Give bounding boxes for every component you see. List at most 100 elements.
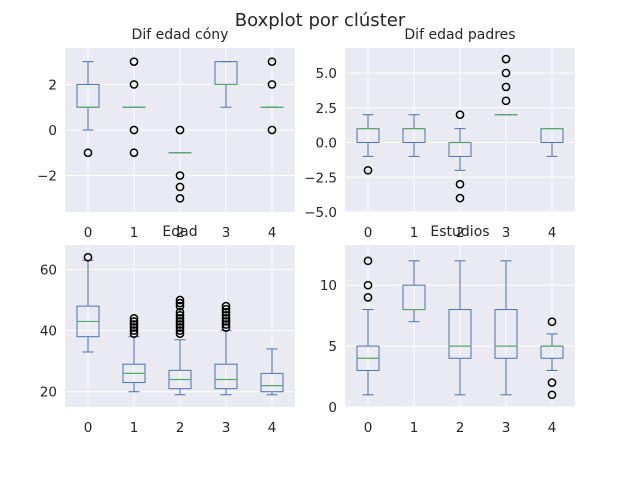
- outlier-point: [175, 314, 185, 323]
- box-cluster-0: [356, 114, 380, 175]
- subplot-title: Dif edad cóny: [132, 27, 229, 43]
- outlier-point: [129, 80, 139, 89]
- outlier-point: [501, 82, 511, 92]
- x-tick-label: 1: [130, 225, 139, 241]
- figure-title: Boxplot por clúster: [235, 10, 406, 31]
- outlier-point: [175, 310, 185, 320]
- outlier-point: [175, 307, 185, 317]
- box-cluster-3: [214, 301, 238, 396]
- iqr-box: [214, 363, 238, 390]
- outlier-point: [83, 148, 93, 158]
- x-tick-label: 2: [456, 225, 465, 241]
- x-tick-label: 4: [548, 420, 557, 436]
- x-tick-label: 3: [222, 225, 231, 241]
- box-cluster-4: [260, 57, 284, 135]
- y-tick-label: 40: [40, 324, 57, 340]
- box-cluster-3: [214, 61, 238, 108]
- outlier-point: [267, 125, 277, 135]
- iqr-box: [448, 309, 472, 359]
- x-tick-label: 1: [130, 420, 139, 436]
- x-tick-label: 2: [176, 225, 185, 241]
- subplot-2: −5.0 −2.5 0.0 2.5 5.0 0 1 2 3 4 Dif edad padres: [304, 27, 575, 241]
- x-tick-label: 2: [176, 420, 185, 436]
- x-tick-label: 3: [502, 225, 511, 241]
- x-tick-label: 0: [364, 420, 373, 436]
- y-tick-label: −2: [37, 169, 57, 185]
- iqr-box: [494, 309, 518, 359]
- box-cluster-1: [402, 260, 426, 323]
- outlier-point: [221, 310, 231, 320]
- outlier-point: [363, 280, 373, 290]
- box-cluster-1: [402, 114, 426, 157]
- outlier-point: [175, 125, 185, 135]
- outlier-point: [221, 317, 231, 326]
- x-tick-label: 0: [364, 225, 373, 241]
- subplot-title: Estudios: [430, 224, 489, 240]
- outlier-point: [547, 390, 557, 400]
- box-cluster-3: [494, 260, 518, 396]
- x-tick-label: 2: [456, 420, 465, 436]
- y-tick-label: 0: [48, 123, 57, 139]
- outlier-point: [363, 256, 373, 266]
- outlier-point: [175, 295, 185, 305]
- outlier-point: [129, 314, 139, 323]
- y-tick-label: 0: [328, 400, 337, 416]
- y-tick-label: 5: [328, 339, 337, 355]
- x-tick-label: 0: [84, 420, 93, 436]
- outlier-point: [221, 304, 231, 314]
- x-tick-label: 0: [84, 225, 93, 241]
- outlier-point: [547, 378, 557, 387]
- outlier-point: [83, 252, 93, 262]
- box-cluster-2: [448, 110, 472, 203]
- box-cluster-4: [540, 128, 564, 157]
- box-cluster-2: [168, 295, 192, 396]
- outlier-point: [175, 323, 185, 332]
- box-cluster-2: [448, 260, 472, 396]
- y-tick-label: 10: [320, 278, 337, 294]
- box-cluster-1: [122, 57, 146, 158]
- outlier-point: [129, 125, 139, 135]
- outlier-point: [129, 323, 139, 332]
- y-tick-label: 20: [40, 385, 57, 401]
- box-cluster-3: [494, 54, 518, 116]
- x-tick-label: 4: [268, 420, 277, 436]
- box-cluster-4: [260, 348, 284, 396]
- outlier-point: [221, 314, 231, 323]
- box-cluster-1: [122, 314, 146, 393]
- y-tick-label: 5.0: [316, 66, 337, 82]
- x-tick-label: 3: [502, 420, 511, 436]
- outlier-point: [455, 110, 465, 120]
- box-cluster-2: [168, 125, 192, 203]
- outlier-point: [175, 182, 185, 192]
- y-tick-label: −2.5: [304, 170, 337, 186]
- outlier-point: [175, 301, 185, 311]
- y-tick-label: 2: [48, 77, 57, 93]
- y-tick-label: 2.5: [316, 101, 337, 117]
- outlier-point: [221, 307, 231, 317]
- subplot-title: Dif edad padres: [404, 27, 515, 43]
- outlier-point: [175, 171, 185, 180]
- outlier-point: [129, 329, 139, 338]
- box-cluster-0: [356, 256, 380, 396]
- subplot-1: −2 0 2 0 1 2 3 4 Dif edad cóny: [37, 27, 295, 241]
- outlier-point: [175, 298, 185, 308]
- outlier-point: [267, 80, 277, 89]
- outlier-point: [501, 54, 511, 64]
- x-tick-label: 4: [268, 225, 277, 241]
- outlier-point: [363, 293, 373, 302]
- outlier-point: [129, 148, 139, 158]
- outlier-point: [129, 317, 139, 326]
- outlier-point: [129, 320, 139, 329]
- outlier-point: [455, 193, 465, 203]
- x-tick-label: 1: [410, 225, 419, 241]
- outlier-point: [175, 317, 185, 326]
- box-cluster-0: [76, 252, 100, 353]
- outlier-point: [221, 320, 231, 329]
- x-tick-label: 1: [410, 420, 419, 436]
- box-cluster-0: [76, 61, 100, 158]
- outlier-point: [175, 193, 185, 203]
- y-tick-label: −5.0: [304, 205, 337, 221]
- outlier-point: [267, 57, 277, 67]
- y-tick-label: 60: [40, 262, 57, 278]
